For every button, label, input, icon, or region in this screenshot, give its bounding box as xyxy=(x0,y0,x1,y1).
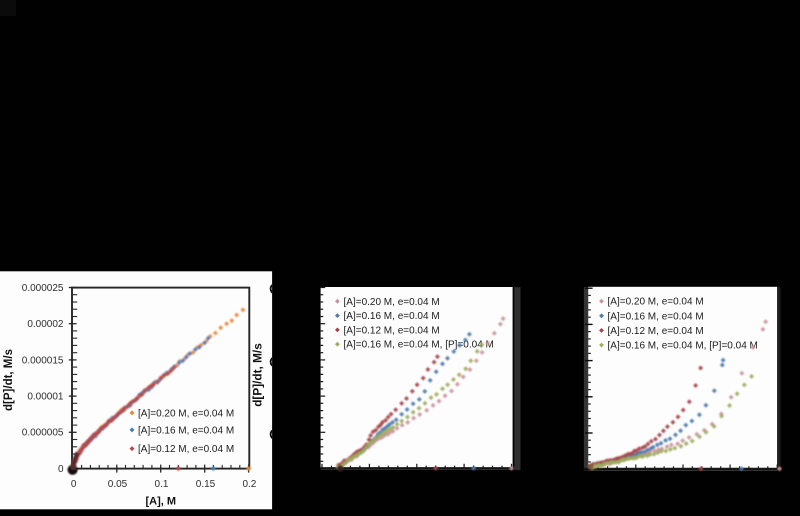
svg-text:0.000015: 0.000015 xyxy=(22,355,64,366)
svg-text:d[P]/dt, M/s: d[P]/dt, M/s xyxy=(3,349,15,411)
svg-text:d[P]/dt, M/s: d[P]/dt, M/s xyxy=(251,343,265,407)
svg-text:0.00002: 0.00002 xyxy=(27,319,64,330)
svg-text:[A]=0.16 M, e=0.04 M: [A]=0.16 M, e=0.04 M xyxy=(608,311,704,322)
svg-text:[A]=0.20 M, e=0.04 M: [A]=0.20 M, e=0.04 M xyxy=(608,297,704,308)
svg-text:[A]=0.16 M, e=0.04 M, [P]=0.04: [A]=0.16 M, e=0.04 M, [P]=0.04 M xyxy=(344,340,494,351)
svg-text:0.00001: 0.00001 xyxy=(27,392,64,403)
svg-text:0.2: 0.2 xyxy=(242,479,256,490)
svg-text:[A]=0.16 M, e=0.04 M: [A]=0.16 M, e=0.04 M xyxy=(138,425,234,436)
svg-text:[A]=0.16 M, e=0.04 M: [A]=0.16 M, e=0.04 M xyxy=(344,311,440,322)
svg-text:[A], M: [A], M xyxy=(146,496,177,508)
svg-text:[A]=0.12 M, e=0.04 M: [A]=0.12 M, e=0.04 M xyxy=(344,325,440,336)
svg-text:0: 0 xyxy=(58,464,64,475)
svg-text:0.15: 0.15 xyxy=(196,479,216,490)
svg-text:[A]=0.12 M, e=0.04 M: [A]=0.12 M, e=0.04 M xyxy=(608,326,704,337)
svg-text:[A]=0.12 M, e=0.04 M: [A]=0.12 M, e=0.04 M xyxy=(138,444,234,455)
svg-text:[A]=0.20 M, e=0.04 M: [A]=0.20 M, e=0.04 M xyxy=(138,408,234,419)
svg-text:[A]=0.16 M, e=0.04 M, [P]=0.04: [A]=0.16 M, e=0.04 M, [P]=0.04 M xyxy=(608,341,758,352)
svg-text:0.05: 0.05 xyxy=(108,479,128,490)
svg-text:0: 0 xyxy=(71,479,77,490)
svg-text:0.000005: 0.000005 xyxy=(22,428,64,439)
svg-text:0.1: 0.1 xyxy=(155,479,169,490)
svg-text:[A]=0.20 M, e=0.04 M: [A]=0.20 M, e=0.04 M xyxy=(344,297,440,308)
svg-text:0.000025: 0.000025 xyxy=(22,283,64,294)
